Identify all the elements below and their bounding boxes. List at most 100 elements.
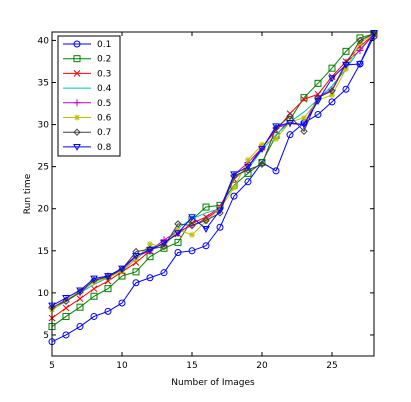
legend-entry-0.1: 0.1: [63, 40, 111, 50]
data-point-0.8-24: [314, 98, 322, 106]
legend-label-0.7: 0.7: [97, 128, 111, 138]
data-point-0.8-26: [342, 61, 350, 69]
x-tick-label-5: 5: [49, 361, 55, 371]
data-point-0.8-21: [272, 123, 280, 131]
legend-marker-0.5: [73, 99, 81, 107]
legend-marker-0.8: [73, 144, 81, 151]
data-point-0.8-11: [132, 252, 140, 260]
data-point-0.2-8: [90, 292, 98, 300]
data-point-0.2-26: [342, 47, 350, 55]
data-point-0.2-23: [300, 94, 308, 102]
legend-label-0.5: 0.5: [97, 99, 111, 109]
data-point-0.2-11: [132, 268, 140, 276]
data-point-0.6-9: [105, 274, 111, 281]
data-point-0.1-11: [132, 279, 140, 287]
data-point-0.7-19: [244, 166, 252, 174]
series-layer: [48, 29, 378, 346]
data-point-0.1-19: [244, 178, 252, 186]
tick-layer: 5 10 15 20 25 5 10 15 20 25 30 35 40: [38, 32, 374, 371]
data-point-0.8-23: [300, 121, 308, 129]
data-point-0.1-14: [174, 248, 182, 256]
data-point-0.8-8: [90, 275, 98, 283]
data-point-0.8-10: [118, 265, 126, 273]
y-tick-label-20: 20: [38, 205, 50, 215]
data-point-0.5-27: [356, 47, 364, 55]
data-point-0.7-23: [300, 127, 308, 136]
data-point-0.8-27: [356, 61, 364, 69]
legend-entry-0.4: 0.4: [63, 84, 112, 94]
data-point-0.8-19: [244, 163, 252, 171]
data-point-0.1-25: [328, 98, 336, 106]
data-point-0.2-20: [258, 158, 266, 166]
data-point-0.1-12: [146, 274, 154, 282]
data-point-0.6-23: [301, 114, 307, 121]
data-point-0.7-11: [132, 247, 140, 256]
legend-marker-0.6: [74, 114, 80, 121]
data-point-0.6-17: [217, 205, 223, 212]
data-point-0.1-15: [188, 247, 196, 255]
data-point-0.1-26: [342, 85, 350, 93]
data-point-0.7-13: [160, 242, 168, 251]
data-point-0.8-13: [160, 240, 168, 248]
data-point-0.1-17: [216, 223, 224, 231]
x-tick-label-15: 15: [186, 361, 197, 371]
data-point-0.1-10: [118, 299, 126, 307]
legend-entry-0.3: 0.3: [63, 69, 111, 79]
data-point-0.3-6: [62, 304, 70, 312]
y-tick-label-40: 40: [38, 36, 50, 46]
data-point-0.8-7: [76, 287, 84, 295]
legend-marker-0.3: [73, 70, 81, 77]
legend-entries: 0.1 0.2 0.3 0.4 0.5 0.6 0.7 0.8: [63, 40, 112, 153]
data-point-0.7-14: [174, 220, 182, 228]
data-point-0.6-16: [203, 218, 209, 225]
legend-label-0.1: 0.1: [97, 40, 111, 50]
data-point-0.8-14: [174, 230, 182, 238]
data-point-0.3-23: [300, 95, 308, 103]
data-point-0.6-19: [245, 156, 251, 163]
data-point-0.1-8: [90, 312, 98, 320]
data-point-0.7-17: [216, 209, 224, 217]
series-0.8: [48, 29, 378, 310]
x-axis-label: Number of Images: [171, 378, 255, 388]
series-line-0.8: [51, 32, 375, 306]
data-point-0.8-25: [328, 75, 336, 83]
data-point-0.7-6: [62, 297, 70, 306]
data-point-0.2-7: [76, 303, 84, 311]
legend-entry-0.8: 0.8: [63, 143, 112, 153]
data-point-0.7-15: [188, 221, 196, 230]
x-tick-label-25: 25: [326, 361, 337, 371]
legend-label-0.3: 0.3: [97, 69, 111, 79]
data-point-0.6-12: [147, 241, 153, 248]
data-point-0.1-9: [104, 307, 112, 315]
data-point-0.6-18: [231, 184, 237, 191]
data-point-0.1-18: [230, 192, 238, 200]
data-point-0.7-27: [356, 36, 364, 45]
legend-label-0.8: 0.8: [97, 143, 112, 153]
data-point-0.6-26: [343, 66, 349, 73]
data-point-0.8-22: [286, 119, 294, 127]
y-tick-label-10: 10: [38, 289, 50, 299]
data-point-0.8-12: [146, 247, 154, 254]
legend-entry-0.5: 0.5: [63, 99, 111, 109]
data-point-0.8-28: [370, 29, 378, 37]
legend-box: [57, 35, 121, 157]
legend-entry-0.2: 0.2: [63, 55, 111, 65]
data-point-0.7-21: [272, 124, 280, 132]
data-point-0.8-6: [62, 295, 70, 302]
data-point-0.2-16: [202, 203, 210, 211]
data-point-0.6-21: [273, 135, 279, 142]
data-point-0.7-20: [258, 160, 266, 168]
data-point-0.7-22: [286, 112, 294, 120]
data-point-0.8-16: [202, 226, 210, 233]
data-point-0.7-16: [202, 216, 210, 225]
data-point-0.6-7: [77, 288, 83, 295]
data-point-0.2-14: [174, 238, 182, 246]
data-point-0.1-6: [62, 331, 70, 339]
legend-marker-0.2: [73, 55, 81, 63]
legend-entry-0.6: 0.6: [63, 114, 112, 124]
data-point-0.1-16: [202, 242, 210, 250]
data-point-0.8-15: [188, 214, 196, 222]
legend-label-0.2: 0.2: [97, 55, 111, 65]
data-point-0.5-13: [160, 236, 168, 244]
